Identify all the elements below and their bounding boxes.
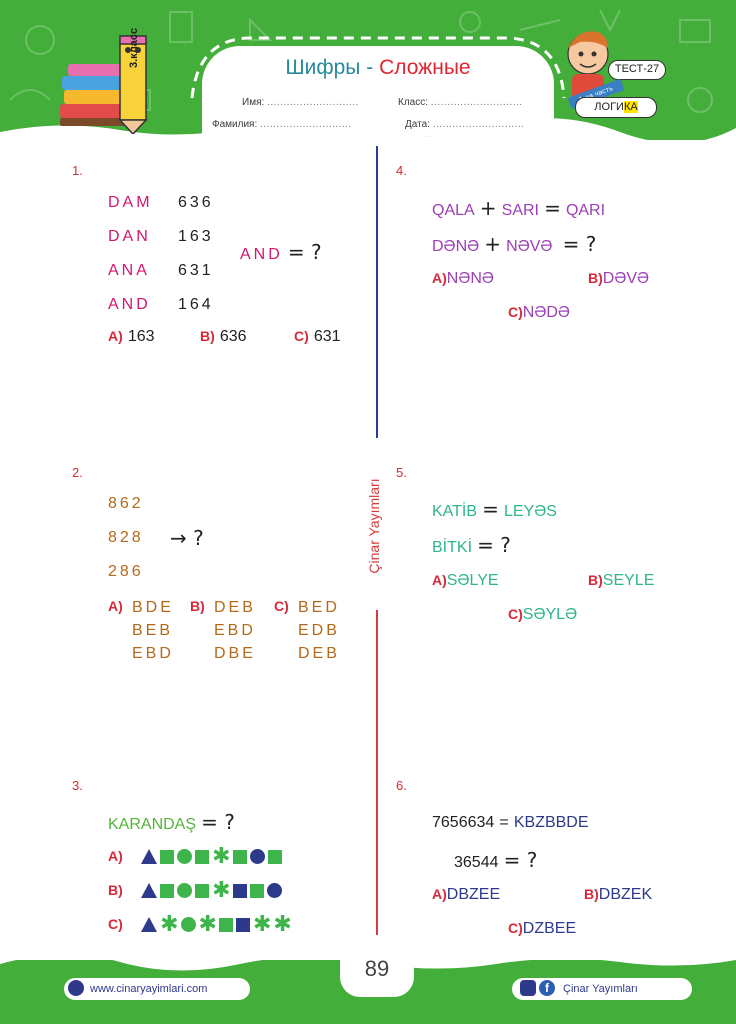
q6-number: 6. xyxy=(396,778,407,793)
column-divider-top xyxy=(376,146,378,438)
q3-option-c[interactable]: C) ✱ ✱ ✱✱ xyxy=(108,911,292,937)
class-field[interactable]: Класс: ............................ xyxy=(398,97,523,108)
star-shape: ✱ xyxy=(212,843,231,869)
q1-row: DAN 163 xyxy=(108,228,214,245)
q3-question: KARANDAŞ = ? xyxy=(108,810,235,834)
q4-equation-2: DƏNƏ + NƏVƏ = ? xyxy=(432,232,597,256)
q2-arrow: → ? xyxy=(170,526,204,550)
q5-option-b[interactable]: B)SEYLE xyxy=(588,572,655,589)
square-shape xyxy=(195,849,210,864)
column-divider-bottom xyxy=(376,610,378,935)
surname-field[interactable]: Фамилия: ............................ xyxy=(212,119,352,130)
square-shape xyxy=(232,849,247,864)
class-blank: ............................ xyxy=(430,97,523,108)
instagram-icon xyxy=(520,980,536,997)
star-shape: ✱ xyxy=(212,877,231,903)
star-shape: ✱ xyxy=(273,911,292,937)
surname-label: Фамилия: xyxy=(212,119,258,130)
q5-option-a[interactable]: A)SƏLYE xyxy=(432,572,499,589)
circle-shape xyxy=(180,917,196,932)
facebook-icon: f xyxy=(539,980,555,997)
q1-option-b[interactable]: B) 636 xyxy=(200,328,247,345)
q6-equation-2: 36544 = ? xyxy=(454,848,538,872)
circle-shape xyxy=(177,849,193,864)
q4-number: 4. xyxy=(396,163,407,178)
q3-option-b[interactable]: B) ✱ xyxy=(108,879,285,901)
q2-option-a[interactable]: A) BDE BEB EBD xyxy=(108,598,174,662)
q1-option-a[interactable]: A) 163 xyxy=(108,328,155,345)
grade-label: 3.класс xyxy=(128,27,140,68)
q1-table: DAM 636 DAN 163 ANA 631 AND 164 xyxy=(108,192,214,328)
square-shape xyxy=(195,883,210,898)
q1-option-c[interactable]: C) 631 xyxy=(294,328,341,345)
q1-number: 1. xyxy=(72,163,83,178)
q2-row: 862 xyxy=(108,495,144,512)
q1-options: A) 163 B) 636 C) 631 xyxy=(108,326,368,346)
q2-row: 828 xyxy=(108,529,144,546)
circle-shape xyxy=(249,849,265,864)
triangle-shape xyxy=(141,917,158,932)
test-number-badge: ТЕСТ-27 xyxy=(608,60,666,80)
books-pencil-illustration xyxy=(60,35,148,134)
star-shape: ✱ xyxy=(160,911,179,937)
q6-option-b[interactable]: B)DBZEK xyxy=(584,886,653,903)
page-number: 89 xyxy=(364,956,390,981)
q5-equation-1: KATİB = LEYƏS xyxy=(432,497,557,521)
name-field[interactable]: Имя: ............................ xyxy=(242,97,359,108)
q4-option-c[interactable]: C)NƏDƏ xyxy=(508,304,570,321)
surname-blank: ............................ xyxy=(260,119,352,130)
square-shape xyxy=(249,883,264,898)
q6-option-a[interactable]: A)DBZEE xyxy=(432,886,501,903)
q2-option-c[interactable]: C) BED EDB DEB xyxy=(274,598,340,662)
q4-option-b[interactable]: B)DƏVƏ xyxy=(588,270,650,287)
square-shape xyxy=(232,883,247,898)
q2-row: 286 xyxy=(108,563,144,580)
q5-equation-2: BİTKİ = ? xyxy=(432,533,511,557)
q1-row: AND 164 xyxy=(108,296,214,313)
class-label: Класс: xyxy=(398,97,428,108)
square-shape xyxy=(160,849,175,864)
social-link[interactable]: f Çinar Yayımları xyxy=(512,978,692,1000)
square-shape xyxy=(218,917,233,932)
q5-option-c[interactable]: C)SƏYLƏ xyxy=(508,606,578,623)
circle-shape xyxy=(177,883,193,898)
square-shape xyxy=(235,917,250,932)
q3-option-a[interactable]: A) ✱ xyxy=(108,845,285,867)
q2-option-b[interactable]: B) DEB EBD DBE xyxy=(190,598,256,662)
date-field[interactable]: Дата: ............................ xyxy=(405,119,525,130)
q4-option-a[interactable]: A)NƏNƏ xyxy=(432,270,494,287)
star-shape: ✱ xyxy=(252,911,272,937)
date-label: Дата: xyxy=(405,119,430,130)
name-blank: ............................ xyxy=(267,97,359,108)
subject-badge: ЛОГИКА xyxy=(575,97,657,118)
title-dashed-arc xyxy=(190,36,566,99)
page-title: Шифры - Сложные xyxy=(285,56,471,79)
circle-shape xyxy=(266,883,282,898)
page-number-tab xyxy=(340,945,414,997)
triangle-shape xyxy=(141,849,158,864)
q1-row: DAM 636 xyxy=(108,194,214,211)
globe-icon xyxy=(68,980,84,997)
q1-question: AND = ? xyxy=(240,240,322,264)
title-panel xyxy=(202,46,554,136)
q4-equation-1: QALA + SARI = QARI xyxy=(432,196,606,220)
q3-number: 3. xyxy=(72,778,83,793)
q2-list: 862 828 286 xyxy=(108,495,144,597)
name-label: Имя: xyxy=(242,97,265,108)
publisher-vertical: Çinar Yayımları xyxy=(366,478,382,574)
square-shape xyxy=(267,849,282,864)
star-shape: ✱ xyxy=(198,911,217,937)
q1-row: ANA 631 xyxy=(108,262,214,279)
q5-number: 5. xyxy=(396,465,407,480)
q2-number: 2. xyxy=(72,465,83,480)
square-shape xyxy=(160,883,175,898)
triangle-shape xyxy=(141,883,158,898)
q6-equation-1: 7656634 = KBZBBDE xyxy=(432,814,589,831)
website-link[interactable]: www.cinaryayimlari.com xyxy=(64,978,250,1000)
q6-option-c[interactable]: C)DZBEE xyxy=(508,920,577,937)
date-blank: ............................ xyxy=(432,119,525,130)
